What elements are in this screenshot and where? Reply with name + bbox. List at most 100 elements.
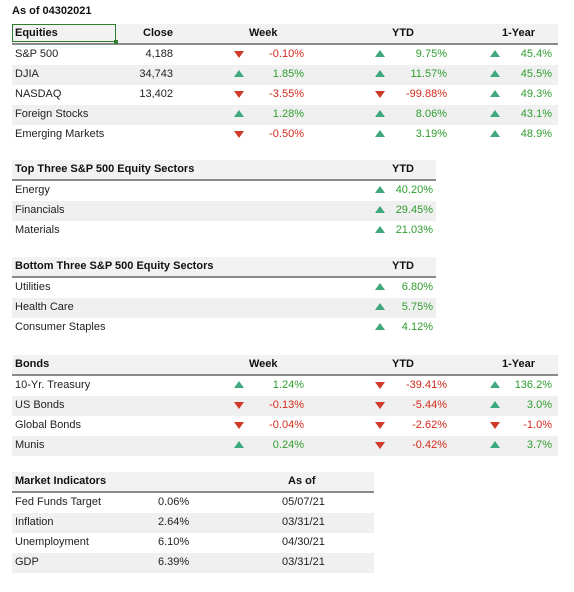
selected-cell-highlight[interactable] (12, 24, 118, 44)
row-name: S&P 500 (15, 48, 59, 60)
top-sectors-rows: Energy 40.20% Financials 29.45% Materials 21.… (12, 181, 436, 241)
up-arrow-icon (234, 70, 244, 77)
up-arrow-icon (234, 441, 244, 448)
bottom-sectors-header-row: Bottom Three S&P 500 Equity Sectors YTD (12, 257, 436, 278)
up-arrow-icon (375, 283, 385, 290)
row-name: Global Bonds (15, 419, 82, 431)
equities-row: S&P 500 4,188 -0.10% 9.75% 45.4% (12, 45, 558, 65)
week-change: -0.10% (269, 48, 304, 60)
up-arrow-icon (375, 226, 385, 233)
down-arrow-icon (375, 382, 385, 389)
row-name: Financials (15, 204, 65, 216)
bottom-sectors-rows: Utilities 6.80% Health Care 5.75% Consumer S… (12, 278, 436, 338)
up-arrow-icon (375, 130, 385, 137)
up-arrow-icon (490, 401, 500, 408)
close-value: 13,402 (139, 88, 173, 100)
bonds-row: US Bonds -0.13% -5.44% 3.0% (12, 396, 558, 416)
down-arrow-icon (234, 131, 244, 138)
market-indicators-header-row: Market Indicators As of (12, 472, 374, 493)
bonds-week-header: Week (249, 358, 278, 370)
one-year-change: 49.3% (520, 88, 552, 100)
close-value: 34,743 (139, 68, 173, 80)
week-change: 1.28% (272, 108, 304, 120)
bonds-one-year-header: 1-Year (502, 358, 536, 370)
bottom-sectors-ytd-header: YTD (392, 260, 414, 272)
equities-row: Foreign Stocks 1.28% 8.06% 43.1% (12, 105, 558, 125)
top-sectors-row: Materials 21.03% (12, 221, 436, 241)
row-name: 10-Yr. Treasury (15, 379, 91, 391)
row-name: Foreign Stocks (15, 108, 89, 120)
one-year-change: 3.0% (526, 399, 552, 411)
bonds-row: Munis 0.24% -0.42% 3.7% (12, 436, 558, 456)
row-name: Consumer Staples (15, 321, 106, 333)
indicator-date: 04/30/21 (282, 536, 325, 548)
bottom-sectors-header: Bottom Three S&P 500 Equity Sectors (15, 260, 214, 272)
ytd-change: 6.80% (401, 281, 433, 293)
bonds-row: Global Bonds -0.04% -2.62% -1.0% (12, 416, 558, 436)
bonds-header-row: Bonds Week YTD 1-Year (12, 355, 558, 376)
row-name: Munis (15, 439, 45, 451)
bonds-row: 10-Yr. Treasury 1.24% -39.41% 136.2% (12, 376, 558, 396)
week-change: -0.04% (269, 419, 304, 431)
indicator-date: 03/31/21 (282, 516, 325, 528)
one-year-header: 1-Year (502, 27, 536, 39)
up-arrow-icon (375, 323, 385, 330)
down-arrow-icon (234, 422, 244, 429)
as-of-date: As of 04302021 (12, 5, 92, 17)
down-arrow-icon (375, 402, 385, 409)
row-name: Health Care (15, 301, 74, 313)
ytd-change: 4.12% (401, 321, 433, 333)
equities-header-row: Equities Close Week YTD 1-Year (12, 24, 558, 45)
indicator-date: 05/07/21 (282, 496, 325, 508)
up-arrow-icon (490, 110, 500, 117)
one-year-change: 43.1% (520, 108, 552, 120)
ytd-change: 5.75% (401, 301, 433, 313)
ytd-change: -99.88% (406, 88, 447, 100)
up-arrow-icon (234, 110, 244, 117)
indicator-value: 2.64% (158, 516, 190, 528)
ytd-change: -0.42% (412, 439, 447, 451)
row-name: Fed Funds Target (15, 496, 102, 508)
bonds-rows: 10-Yr. Treasury 1.24% -39.41% 136.2% US Bond… (12, 376, 558, 456)
down-arrow-icon (375, 442, 385, 449)
bonds-header: Bonds (15, 358, 50, 370)
row-name: NASDAQ (15, 88, 62, 100)
ytd-change: 3.19% (415, 128, 447, 140)
row-name: Inflation (15, 516, 54, 528)
equities-rows: S&P 500 4,188 -0.10% 9.75% 45.4% DJIA 34,743 1.… (12, 45, 558, 145)
week-change: 1.24% (272, 379, 304, 391)
close-header: Close (143, 27, 173, 39)
up-arrow-icon (490, 50, 500, 57)
top-sectors-row: Energy 40.20% (12, 181, 436, 201)
down-arrow-icon (234, 402, 244, 409)
market-indicators-header: Market Indicators (15, 475, 107, 487)
up-arrow-icon (375, 70, 385, 77)
as-of-header: As of (288, 475, 316, 487)
bottom-sectors-row: Consumer Staples 4.12% (12, 318, 436, 338)
market-indicators-table: Market Indicators As of Fed Funds Target… (12, 472, 374, 573)
up-arrow-icon (375, 206, 385, 213)
row-name: DJIA (15, 68, 39, 80)
week-change: -3.55% (269, 88, 304, 100)
ytd-change: -5.44% (412, 399, 447, 411)
row-name: Materials (15, 224, 60, 236)
market-indicators-rows: Fed Funds Target 0.06% 05/07/21 Inflation 2.… (12, 493, 374, 573)
equities-table: Equities Close Week YTD 1-Year S&P 500 4,… (12, 24, 558, 145)
row-name: US Bonds (15, 399, 65, 411)
up-arrow-icon (490, 70, 500, 77)
equities-row: NASDAQ 13,402 -3.55% -99.88% 49.3% (12, 85, 558, 105)
week-change: 1.85% (272, 68, 304, 80)
week-change: 0.24% (272, 439, 304, 451)
bottom-sectors-row: Utilities 6.80% (12, 278, 436, 298)
row-name: Emerging Markets (15, 128, 105, 140)
down-arrow-icon (375, 422, 385, 429)
market-indicators-row: Fed Funds Target 0.06% 05/07/21 (12, 493, 374, 513)
market-indicators-row: GDP 6.39% 03/31/21 (12, 553, 374, 573)
market-indicators-row: Unemployment 6.10% 04/30/21 (12, 533, 374, 553)
one-year-change: 3.7% (526, 439, 552, 451)
up-arrow-icon (234, 381, 244, 388)
close-value: 4,188 (145, 48, 173, 60)
ytd-change: 11.57% (410, 68, 448, 80)
row-name: Unemployment (15, 536, 89, 548)
indicator-value: 6.39% (158, 556, 190, 568)
